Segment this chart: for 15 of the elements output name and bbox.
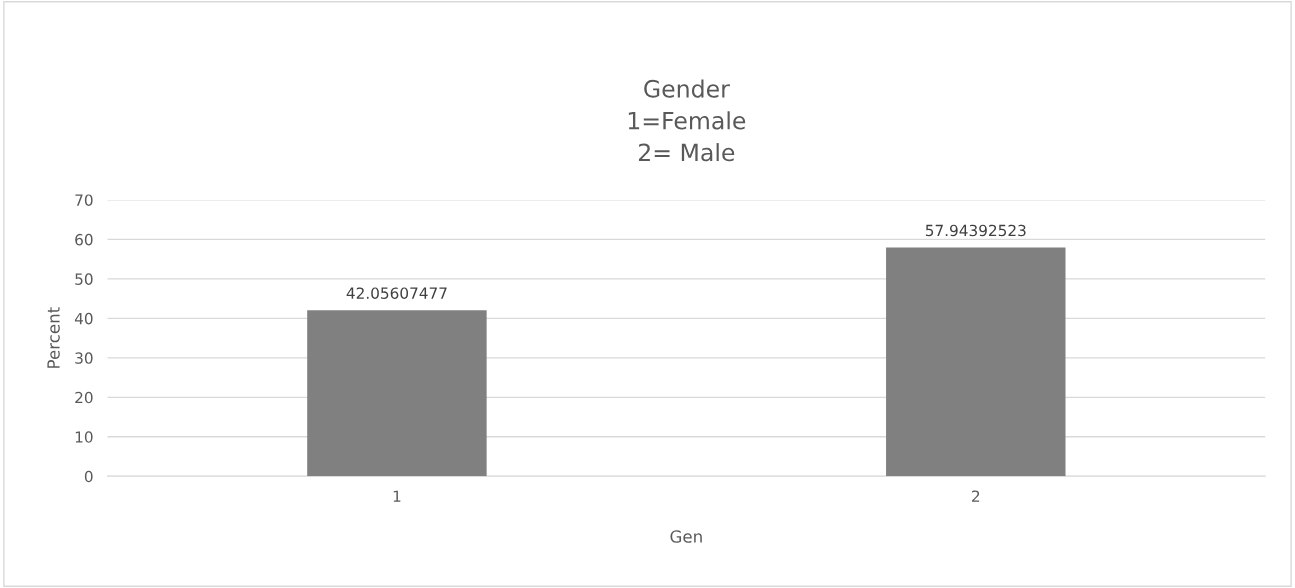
y-tick-label: 70 [75,194,93,206]
y-tick-label: 40 [74,312,93,325]
x-axis-title: Gen [670,530,702,543]
y-tick-label: 50 [75,273,93,285]
data-label: 42.05607477 [346,287,447,299]
y-tick-label: 60 [75,233,93,246]
chart-title: Gender 1=Female 2= Male [628,79,746,162]
y-tick-label: 0 [84,470,93,483]
y-tick-label: 10 [75,431,93,443]
data-label: 57.94392523 [925,224,1026,237]
y-tick-label: 30 [75,352,93,364]
y-axis-title: Percent [47,307,60,368]
x-tick-label: 2 [972,490,980,502]
y-tick-label: 20 [75,391,93,404]
x-tick-label: 1 [393,490,401,502]
